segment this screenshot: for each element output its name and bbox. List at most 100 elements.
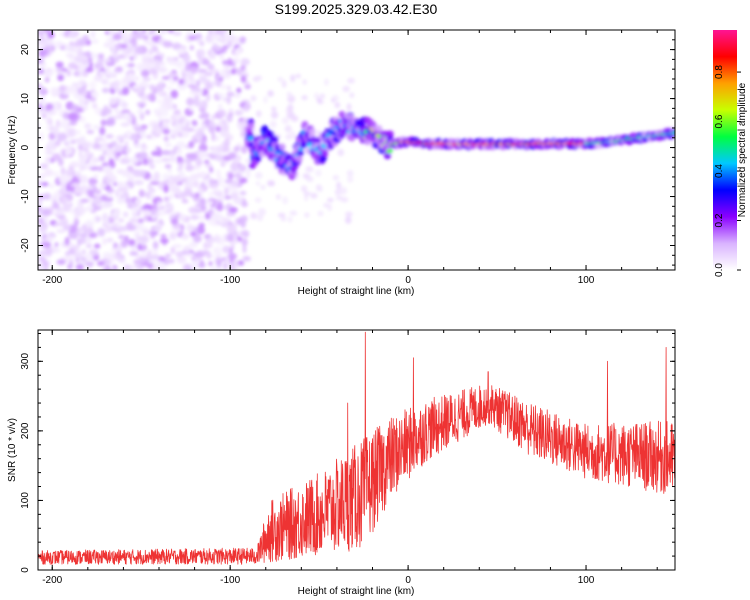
noise-blob xyxy=(111,45,116,52)
x-tick-label: -100 xyxy=(220,275,240,286)
noise-blob xyxy=(68,186,75,191)
noise-blob xyxy=(289,210,298,216)
noise-blob xyxy=(147,92,156,102)
noise-blob xyxy=(158,266,167,270)
noise-blob xyxy=(250,212,258,220)
noise-blob xyxy=(47,31,55,39)
noise-blob xyxy=(68,119,78,126)
noise-blob xyxy=(214,135,220,142)
noise-blob xyxy=(229,206,238,213)
noise-blob xyxy=(175,60,185,69)
noise-blob xyxy=(189,231,197,237)
noise-blob xyxy=(110,225,118,232)
noise-blob xyxy=(191,119,198,126)
x-tick-label: 100 xyxy=(578,575,595,586)
noise-blob xyxy=(205,177,210,185)
noise-blob xyxy=(337,148,345,157)
noise-blob xyxy=(105,58,112,64)
noise-blob xyxy=(68,259,74,269)
noise-blob xyxy=(120,122,130,127)
noise-blob xyxy=(157,208,166,217)
snr-x-label: Height of straight line (km) xyxy=(298,586,415,597)
noise-blob xyxy=(217,119,224,128)
noise-blob xyxy=(287,216,293,223)
noise-blob xyxy=(79,174,89,184)
noise-blob xyxy=(226,91,235,97)
noise-blob xyxy=(68,128,77,137)
signal-halo xyxy=(297,149,305,157)
spectrogram-y-label: Frequency (Hz) xyxy=(7,116,18,185)
noise-blob xyxy=(139,103,145,109)
noise-blob xyxy=(160,91,168,97)
noise-blob xyxy=(205,118,210,126)
noise-blob xyxy=(120,43,128,49)
noise-blob xyxy=(347,77,355,84)
noise-blob xyxy=(115,168,126,174)
noise-blob xyxy=(93,243,101,249)
noise-blob xyxy=(138,151,147,161)
noise-blob xyxy=(170,218,179,225)
noise-blob xyxy=(226,113,233,123)
noise-blob xyxy=(102,237,107,246)
noise-blob xyxy=(267,181,276,187)
noise-blob xyxy=(121,109,131,115)
noise-blob xyxy=(239,37,246,44)
noise-blob xyxy=(186,223,192,232)
noise-blob xyxy=(204,81,212,91)
noise-blob xyxy=(211,189,222,194)
noise-blob xyxy=(206,250,211,259)
noise-blob xyxy=(183,190,194,197)
noise-blob xyxy=(176,255,187,264)
noise-blob xyxy=(198,104,205,110)
noise-blob xyxy=(109,96,118,106)
noise-blob xyxy=(260,184,266,190)
noise-blob xyxy=(234,109,244,116)
noise-blob xyxy=(234,146,241,151)
noise-blob xyxy=(86,129,95,135)
noise-blob xyxy=(186,97,195,106)
noise-blob xyxy=(48,118,53,127)
noise-blob xyxy=(182,53,191,63)
noise-blob xyxy=(100,194,108,202)
signal-halo xyxy=(295,155,303,163)
y-tick-label: 0 xyxy=(20,144,31,150)
noise-blob xyxy=(172,31,182,36)
noise-blob xyxy=(281,117,290,125)
noise-blob xyxy=(169,128,179,133)
noise-blob xyxy=(281,80,287,88)
noise-blob xyxy=(149,84,156,91)
noise-blob xyxy=(186,252,194,258)
noise-blob xyxy=(189,91,199,96)
noise-blob xyxy=(114,143,124,152)
noise-blob xyxy=(102,252,111,259)
noise-blob xyxy=(59,122,68,129)
noise-blob xyxy=(97,53,105,59)
noise-blob xyxy=(230,186,239,194)
noise-blob xyxy=(72,47,79,54)
noise-blob xyxy=(243,103,251,111)
noise-blob xyxy=(282,196,289,205)
noise-blob xyxy=(216,202,224,212)
noise-blob xyxy=(189,45,195,51)
noise-blob xyxy=(336,181,342,190)
noise-blob xyxy=(214,36,224,41)
noise-blob xyxy=(207,208,214,216)
noise-blob xyxy=(38,132,45,141)
noise-blob xyxy=(140,82,150,88)
noise-blob xyxy=(160,233,167,239)
noise-blob xyxy=(115,66,123,71)
noise-blob xyxy=(102,77,110,86)
noise-blob xyxy=(152,241,159,249)
noise-blob xyxy=(109,266,115,270)
noise-blob xyxy=(78,55,89,62)
noise-blob xyxy=(46,142,54,149)
noise-blob xyxy=(185,164,195,172)
noise-blob xyxy=(174,121,184,130)
noise-blob xyxy=(75,257,80,263)
noise-blob xyxy=(65,52,75,58)
noise-blob xyxy=(82,34,90,42)
noise-blob xyxy=(96,261,105,266)
signal-halo xyxy=(271,135,279,143)
noise-blob xyxy=(200,57,209,65)
noise-blob xyxy=(210,265,219,270)
